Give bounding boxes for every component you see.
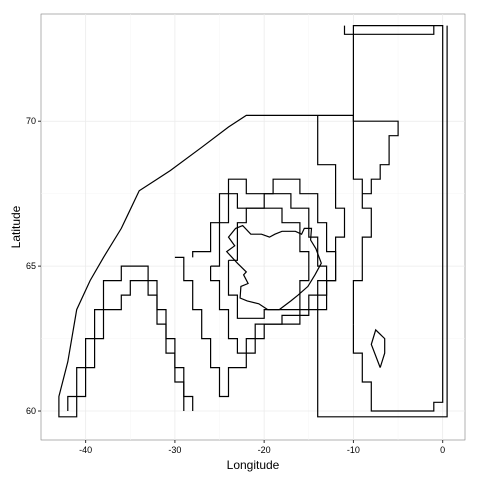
x-tick-label: -30: [168, 445, 181, 455]
y-tick-label: 65: [26, 261, 36, 271]
region-east-inner-right: [317, 25, 448, 418]
y-axis-ticks: 60 65 70: [26, 116, 41, 416]
region-iceland-shelf-2: [210, 193, 328, 354]
y-axis-title: Latitude: [9, 205, 23, 248]
x-axis-title: Longitude: [227, 458, 280, 472]
x-tick-label: -10: [347, 445, 360, 455]
region-outer-west: [58, 114, 399, 411]
plot-background: [40, 13, 466, 441]
region-iceland-shelf-3: [227, 207, 310, 319]
region-iceland-shelf-1: [174, 178, 337, 398]
region-west-staircase-2: [67, 265, 185, 411]
region-faroe-block: [352, 121, 372, 325]
region-east-corridor: [317, 115, 346, 411]
x-tick-label: -20: [258, 445, 271, 455]
region-west-staircase-1: [58, 280, 194, 418]
region-east-frame: [352, 25, 444, 412]
region-jan-mayen-like: [370, 328, 386, 368]
iceland-coastline: [225, 224, 322, 311]
region-east-frame-inner: [343, 25, 435, 35]
y-tick-label: 60: [26, 406, 36, 416]
x-tick-label: -40: [79, 445, 92, 455]
x-axis-ticks: -40 -30 -20 -10 0: [79, 440, 445, 455]
y-tick-label: 70: [26, 116, 36, 126]
x-tick-label: 0: [440, 445, 445, 455]
region-polygons: [58, 25, 448, 418]
